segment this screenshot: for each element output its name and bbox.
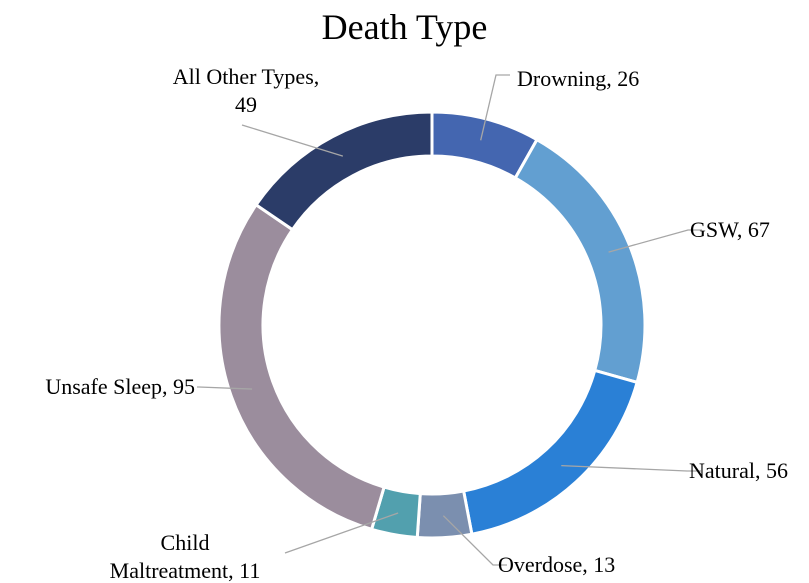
data-label-overdose: Overdose, 13 <box>498 552 615 577</box>
data-label-drowning: Drowning, 26 <box>517 66 639 91</box>
data-label-all-other-types: All Other Types, 49 <box>173 64 320 117</box>
leader-line-drowning <box>480 74 510 141</box>
leader-line-gsw <box>608 229 702 253</box>
data-label-unsafe-sleep: Unsafe Sleep, 95 <box>45 374 195 399</box>
slice-all-other-types <box>254 110 434 232</box>
leader-line-child-maltreatment <box>284 512 399 554</box>
leader-line-overdose <box>442 515 507 566</box>
leader-line-unsafe-sleep <box>197 386 253 390</box>
slice-natural <box>461 368 639 536</box>
slice-overdose <box>415 489 474 540</box>
donut-slices <box>217 110 647 540</box>
chart-title: Death Type <box>321 7 488 47</box>
leader-line-natural <box>561 464 701 472</box>
slice-gsw <box>513 137 647 385</box>
data-labels: Drowning, 26 GSW, 67 Natural, 56 Overdose, … <box>45 64 788 583</box>
leader-lines <box>197 74 702 566</box>
slice-unsafe-sleep <box>217 202 386 532</box>
data-label-natural: Natural, 56 <box>689 458 788 483</box>
leader-line-all-other-types <box>241 124 344 157</box>
data-label-child-maltreatment: Child Maltreatment, 11 <box>110 530 261 583</box>
data-label-gsw: GSW, 67 <box>690 217 770 242</box>
